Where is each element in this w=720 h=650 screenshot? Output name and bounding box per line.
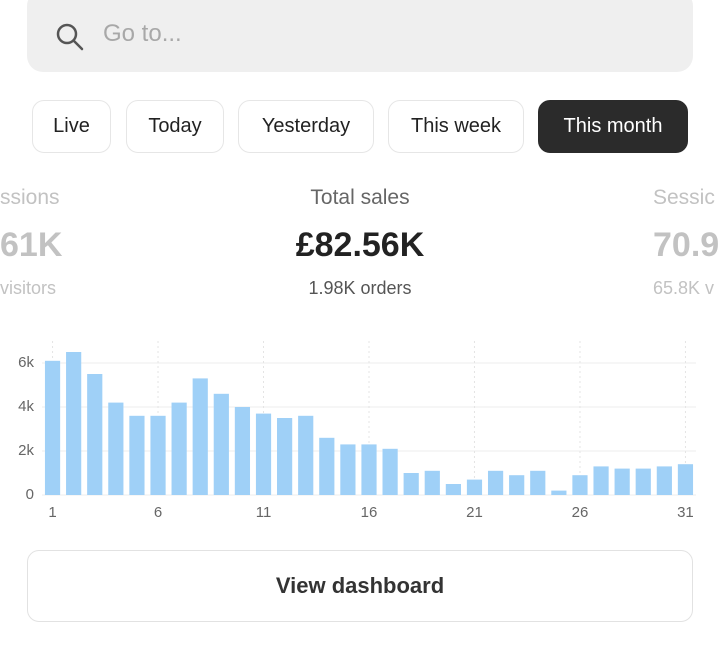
bar [466, 479, 483, 495]
metric-label: ssions [0, 186, 60, 209]
bar [340, 444, 356, 495]
bar [572, 475, 588, 495]
bar [445, 484, 461, 495]
bar [129, 415, 145, 495]
y-tick-label: 0 [26, 486, 34, 503]
bar [192, 378, 208, 495]
search-placeholder: Go to... [103, 20, 182, 47]
bar [319, 437, 335, 495]
metric-value: 61K [0, 226, 63, 264]
metric-label: Total sales [310, 186, 410, 209]
y-tick-label: 6k [18, 354, 34, 371]
tab[interactable]: Yesterday [238, 100, 374, 153]
x-tick-label: 21 [466, 504, 483, 521]
y-tick-label: 2k [18, 442, 34, 459]
bar [551, 490, 567, 495]
x-tick-label: 11 [256, 504, 272, 521]
bar [530, 470, 546, 495]
bar [108, 402, 124, 495]
metric-value: 70.9 [653, 226, 720, 264]
bar [677, 464, 694, 495]
bar [424, 470, 440, 495]
search-bar[interactable]: Go to... [27, 0, 693, 72]
bar [277, 418, 293, 495]
search-icon [56, 23, 84, 51]
bar [361, 444, 377, 495]
x-tick-label: 26 [572, 504, 589, 521]
tab[interactable]: Today [126, 100, 224, 153]
metric-sub: visitors [0, 278, 57, 298]
bar [66, 352, 82, 495]
bar [403, 473, 419, 495]
metric-label: Sessic [653, 186, 715, 209]
x-tick-label: 16 [361, 504, 378, 521]
bar [635, 468, 651, 495]
bar [382, 448, 398, 495]
bar [171, 402, 187, 495]
bar [87, 374, 103, 495]
bar [298, 415, 314, 495]
tab[interactable]: This month [538, 100, 688, 153]
y-tick-label: 4k [18, 398, 34, 415]
tab[interactable]: This week [388, 100, 524, 153]
bar [255, 413, 272, 495]
bar [213, 393, 229, 495]
view-dashboard-button[interactable]: View dashboard [27, 550, 693, 622]
bar [593, 466, 609, 495]
bar [487, 470, 504, 495]
x-tick-label: 6 [154, 504, 162, 521]
bar [509, 475, 525, 495]
bar [150, 415, 166, 495]
x-tick-label: 31 [677, 504, 694, 521]
bar [614, 468, 630, 495]
metric-sub: 1.98K orders [308, 278, 412, 298]
bar [234, 407, 251, 495]
bar [656, 466, 672, 495]
x-tick-label: 1 [48, 504, 56, 521]
metric-value: £82.56K [295, 226, 425, 264]
tab[interactable]: Live [32, 100, 111, 153]
metric-sub: 65.8K v [653, 278, 715, 298]
bar [44, 360, 61, 495]
